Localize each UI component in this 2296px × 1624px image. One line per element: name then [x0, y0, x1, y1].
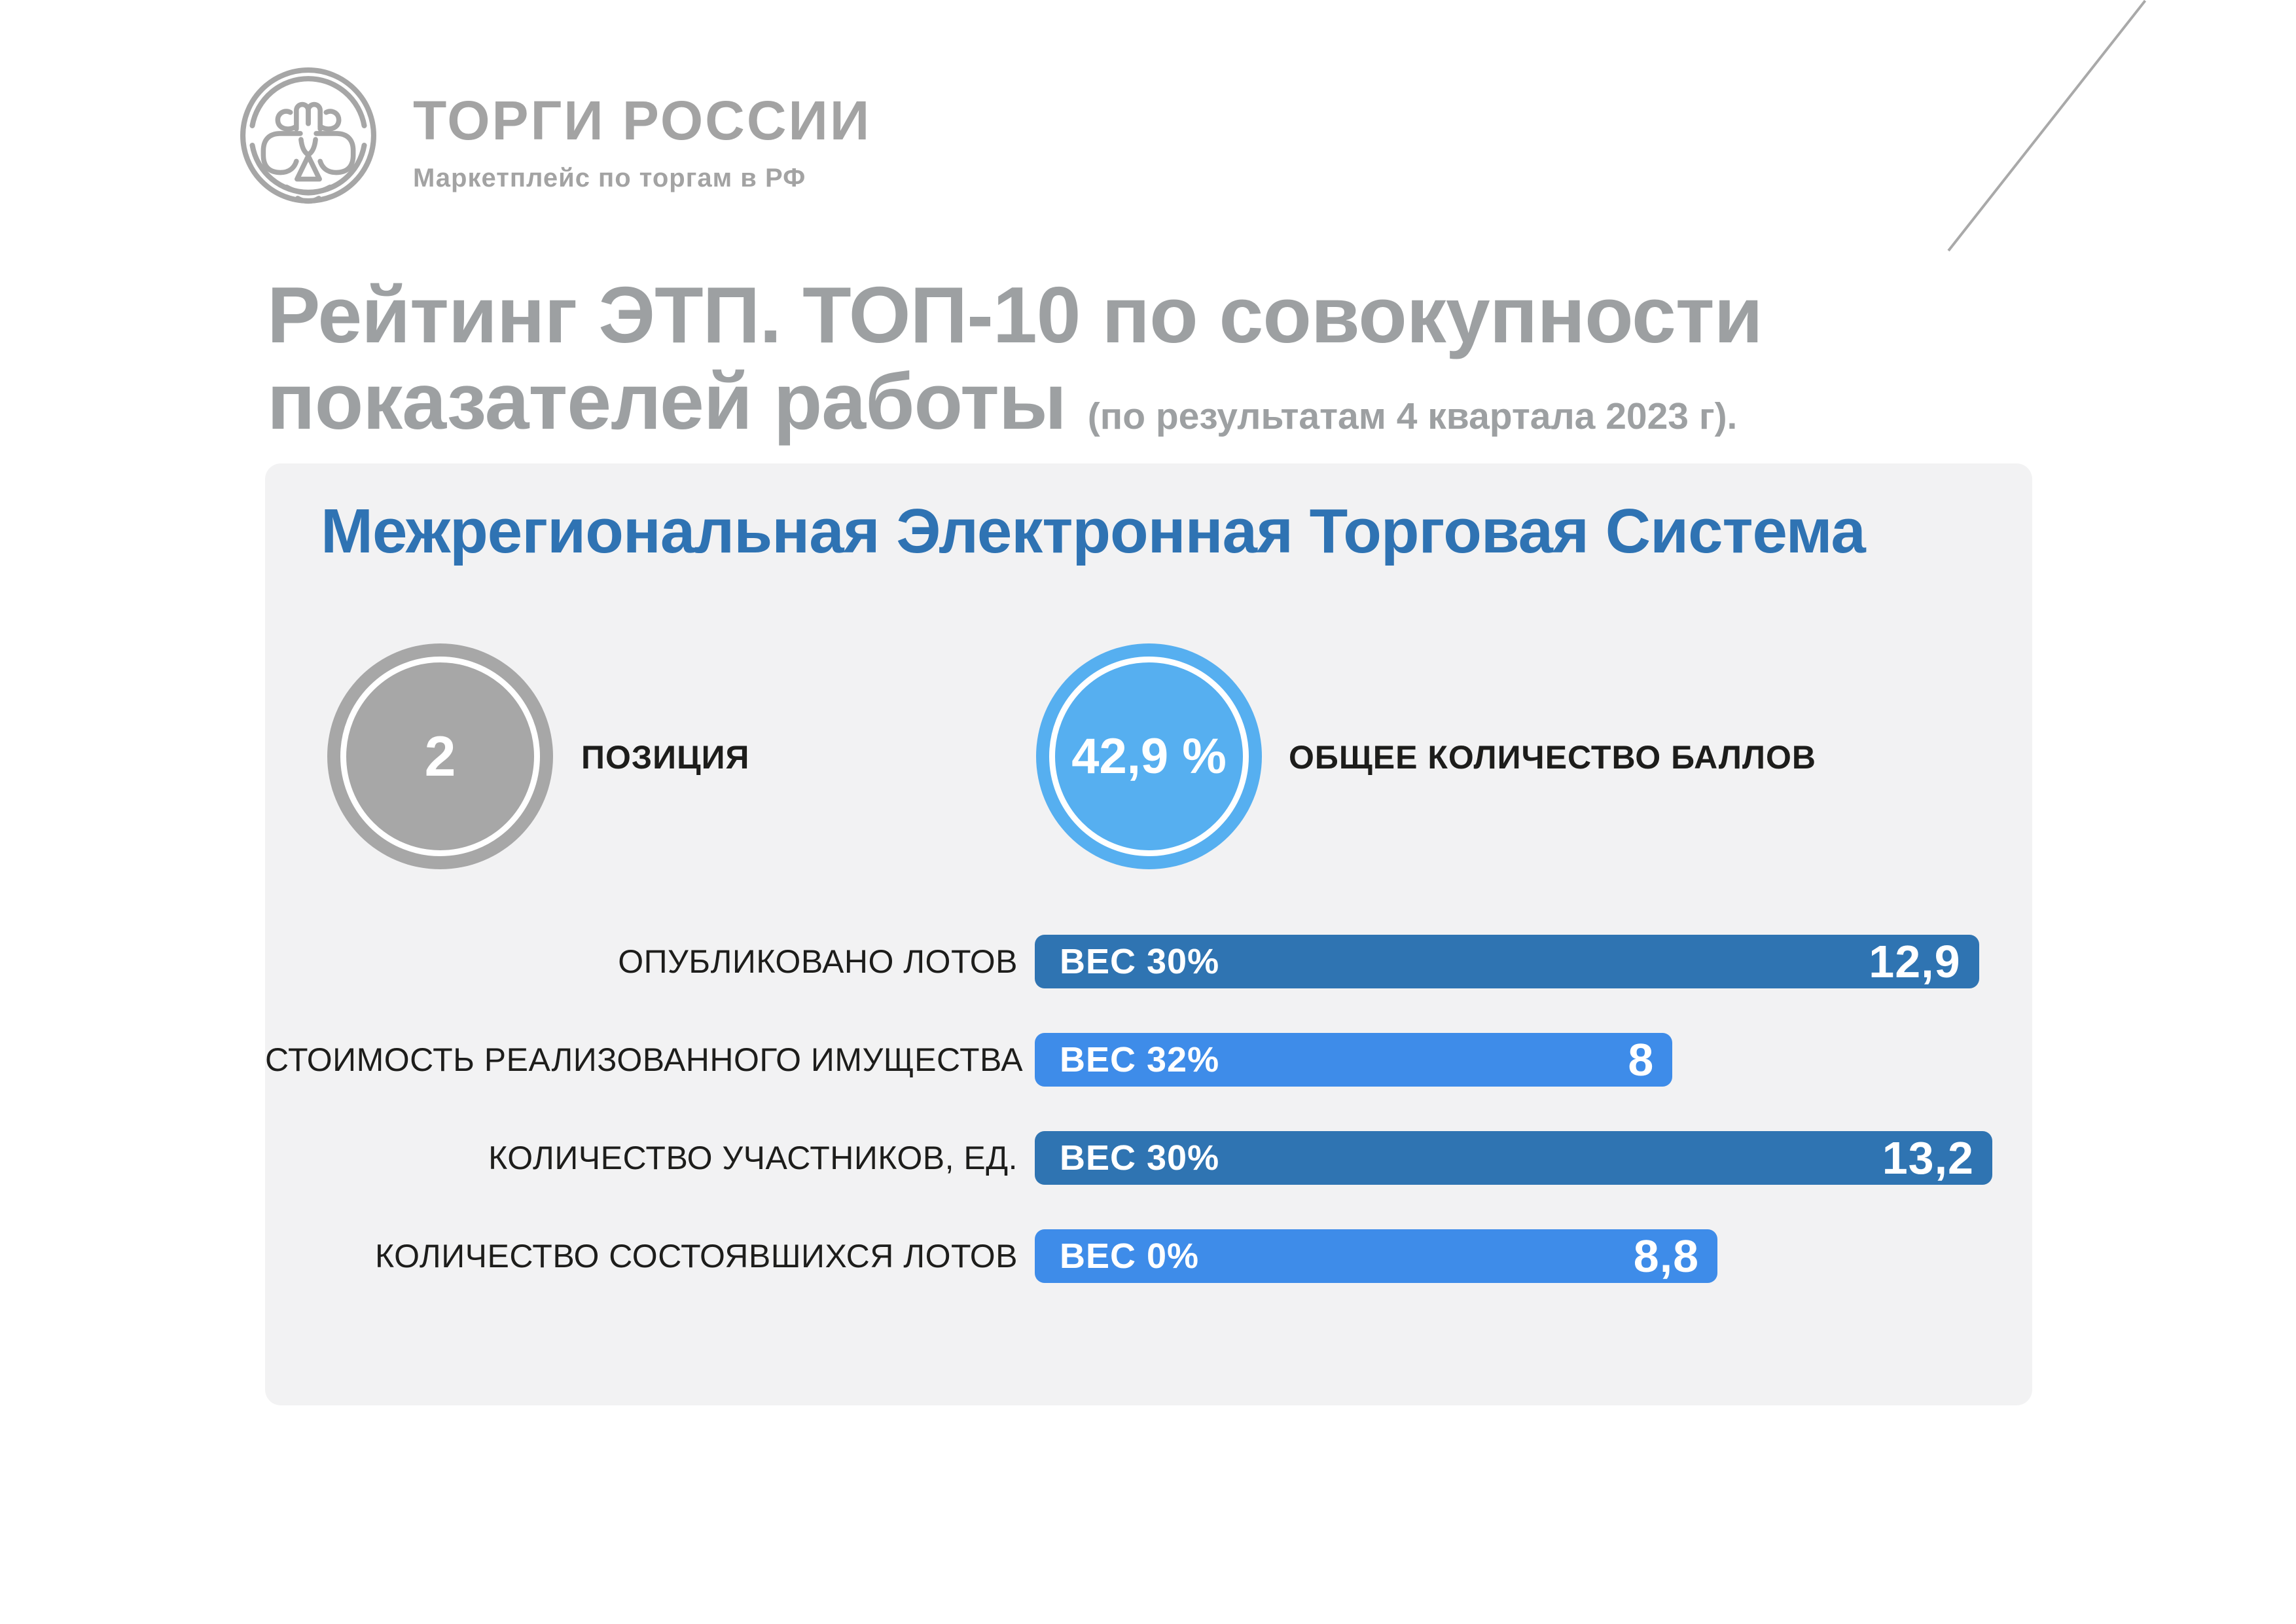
page-title: Рейтинг ЭТП. ТОП-10 по совокупности пока…: [267, 272, 1763, 445]
chart-row-completed-lots: КОЛИЧЕСТВО СОСТОЯВШИХСЯ ЛОТОВ ВЕС 0% 8,8: [265, 1229, 2032, 1283]
page-title-line1: Рейтинг ЭТП. ТОП-10 по совокупности: [267, 270, 1763, 359]
logo-subtitle: Маркетплейс по торгам в РФ: [413, 164, 806, 192]
weight-label: ВЕС 30%: [1060, 1138, 1220, 1178]
value-label: 8: [1628, 1034, 1655, 1085]
chart-row-published-lots: ОПУБЛИКОВАНО ЛОТОВ ВЕС 30% 12,9: [265, 935, 2032, 988]
rating-card: Межрегиональная Электронная Торговая Сис…: [265, 463, 2032, 1405]
weight-label: ВЕС 30%: [1060, 942, 1220, 981]
position-value: 2: [424, 725, 456, 788]
diagonal-line-decoration: [1947, 0, 2147, 252]
chart-row-property-value: СТОИМОСТЬ РЕАЛИЗОВАННОГО ИМУЩЕСТВА ВЕС 3…: [265, 1033, 2032, 1087]
bar: ВЕС 32% 8: [1035, 1033, 1673, 1087]
category-label: КОЛИЧЕСТВО УЧАСТНИКОВ, ЕД.: [488, 1140, 1018, 1176]
weight-label: ВЕС 0%: [1060, 1236, 1200, 1276]
position-circle: 2: [327, 643, 553, 869]
eagle-emblem-icon: [240, 67, 376, 204]
bar-chart: ОПУБЛИКОВАНО ЛОТОВ ВЕС 30% 12,9 СТОИМОСТ…: [265, 935, 2032, 1327]
bar-track: ВЕС 0% 8,8: [1035, 1229, 1992, 1283]
bar: ВЕС 0% 8,8: [1035, 1229, 1718, 1283]
logo-title: ТОРГИ РОССИИ: [413, 90, 872, 151]
logo: ТОРГИ РОССИИ Маркетплейс по торгам в РФ: [413, 93, 871, 191]
bar: ВЕС 30% 13,2: [1035, 1131, 1992, 1185]
bar-track: ВЕС 30% 13,2: [1035, 1131, 1992, 1185]
value-label: 8,8: [1633, 1231, 1700, 1282]
category-label: ОПУБЛИКОВАНО ЛОТОВ: [618, 943, 1018, 980]
value-label: 12,9: [1869, 936, 1961, 987]
score-value: 42,9 %: [1071, 728, 1227, 784]
score-circle: 42,9 %: [1036, 643, 1262, 869]
page-title-line2-text: показателей работы: [267, 356, 1067, 446]
category-label: СТОИМОСТЬ РЕАЛИЗОВАННОГО ИМУЩЕСТВА: [265, 1041, 1024, 1078]
bar-track: ВЕС 32% 8: [1035, 1033, 1992, 1087]
platform-name: Межрегиональная Электронная Торговая Сис…: [321, 496, 1866, 566]
position-label: ПОЗИЦИЯ: [581, 739, 750, 776]
page-title-note: (по результатам 4 квартала 2023 г).: [1087, 395, 1738, 437]
score-label: ОБЩЕЕ КОЛИЧЕСТВО БАЛЛОВ: [1289, 739, 1817, 776]
value-label: 13,2: [1882, 1132, 1974, 1183]
page-title-line2: показателей работы (по результатам 4 ква…: [267, 356, 1763, 446]
bar: ВЕС 30% 12,9: [1035, 935, 1979, 988]
chart-row-participants: КОЛИЧЕСТВО УЧАСТНИКОВ, ЕД. ВЕС 30% 13,2: [265, 1131, 2032, 1185]
bar-track: ВЕС 30% 12,9: [1035, 935, 1992, 988]
category-label: КОЛИЧЕСТВО СОСТОЯВШИХСЯ ЛОТОВ: [375, 1238, 1018, 1274]
weight-label: ВЕС 32%: [1060, 1040, 1220, 1079]
